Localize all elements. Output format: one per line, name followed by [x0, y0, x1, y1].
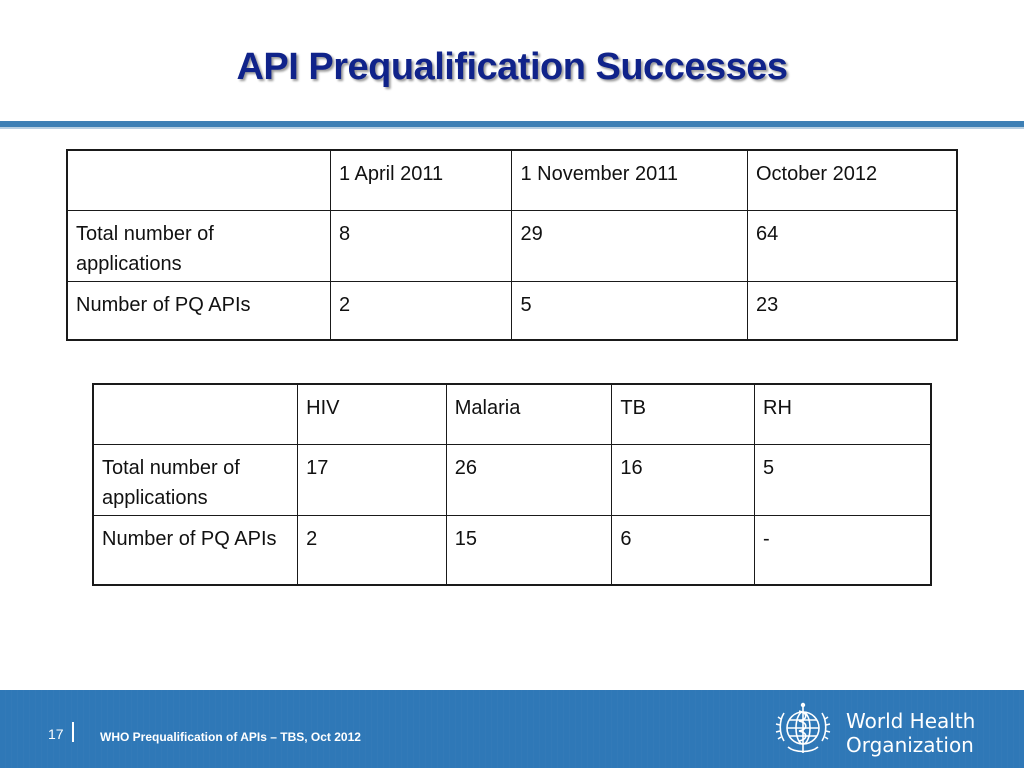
- table-cell: 15: [445, 514, 613, 586]
- table-row: Number of PQ APIs 2 5 23: [66, 280, 958, 341]
- row-label-cell: Number of PQ APIs: [92, 514, 299, 586]
- table-cell: 26: [445, 443, 613, 516]
- table-cell: 2: [297, 514, 447, 586]
- date-table: 1 April 2011 1 November 2011 October 201…: [66, 149, 958, 341]
- title-divider-shadow: [0, 127, 1024, 129]
- disease-table: HIV Malaria TB RH Total number of applic…: [92, 383, 932, 586]
- table-cell: -: [754, 514, 932, 586]
- organization-name-line-1: World Health: [846, 709, 976, 733]
- who-emblem-icon: [775, 702, 831, 753]
- table-header-cell: 1 November 2011: [511, 149, 748, 211]
- page-number: 17: [48, 726, 64, 742]
- table-header-cell: October 2012: [746, 149, 958, 211]
- table-header-cell: Malaria: [445, 383, 613, 445]
- row-label-cell: Total number of applications: [92, 443, 299, 516]
- table-header-cell: [66, 149, 331, 211]
- table-header-cell: RH: [754, 383, 932, 445]
- table-cell: 5: [511, 280, 748, 341]
- table-cell: 17: [297, 443, 447, 516]
- table-header-cell: TB: [611, 383, 755, 445]
- row-label-cell: Number of PQ APIs: [66, 280, 331, 341]
- table-cell: 64: [746, 209, 958, 282]
- table-row: Total number of applications 8 29 64: [66, 209, 958, 282]
- footer-bar: 17 WHO Prequalification of APIs – TBS, O…: [0, 690, 1024, 768]
- table-cell: 29: [511, 209, 748, 282]
- table-header-row: HIV Malaria TB RH: [92, 383, 932, 445]
- table-cell: 16: [611, 443, 755, 516]
- table-row: Number of PQ APIs 2 15 6 -: [92, 514, 932, 586]
- table-row: Total number of applications 17 26 16 5: [92, 443, 932, 516]
- table-header-cell: [92, 383, 299, 445]
- table-cell: 6: [611, 514, 755, 586]
- row-label-cell: Total number of applications: [66, 209, 331, 282]
- footer-texture: [0, 690, 1024, 768]
- footer-caption: WHO Prequalification of APIs – TBS, Oct …: [100, 730, 361, 744]
- slide-title: API Prequalification Successes: [236, 46, 788, 88]
- organization-name-line-2: Organization: [846, 733, 974, 757]
- table-cell: 2: [329, 280, 513, 341]
- table-header-cell: 1 April 2011: [329, 149, 513, 211]
- page-number-separator: [72, 722, 74, 742]
- title-divider: [0, 121, 1024, 127]
- table-cell: 23: [746, 280, 958, 341]
- organization-name: World Health Organization: [846, 709, 975, 757]
- table-cell: 5: [754, 443, 932, 516]
- table-header-row: 1 April 2011 1 November 2011 October 201…: [66, 149, 958, 211]
- table-header-cell: HIV: [297, 383, 447, 445]
- table-cell: 8: [329, 209, 513, 282]
